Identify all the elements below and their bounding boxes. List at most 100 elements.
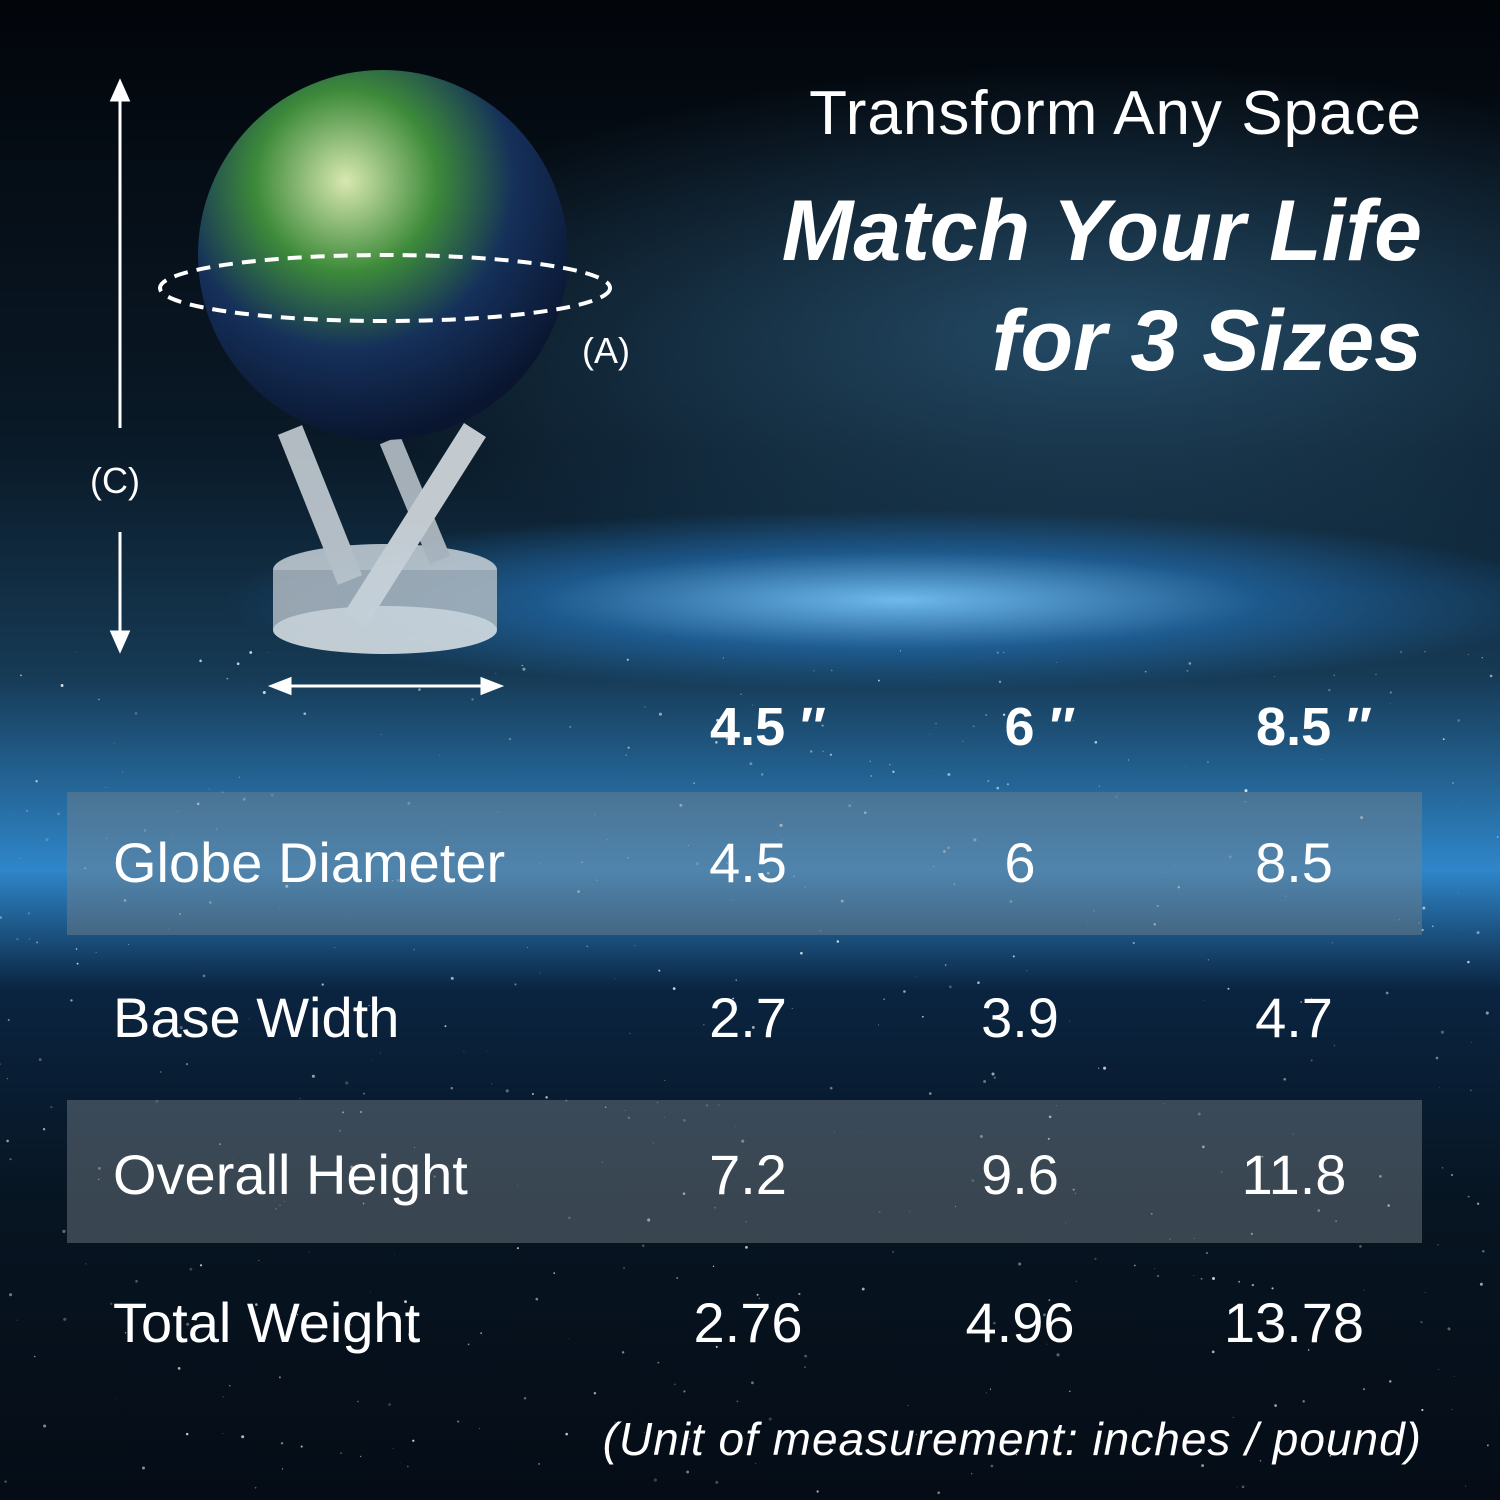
star [577, 890, 580, 893]
star [627, 746, 630, 749]
star [715, 1480, 719, 1484]
star [1421, 1408, 1424, 1412]
star [899, 650, 902, 652]
star [935, 722, 937, 725]
star [726, 862, 729, 864]
row-label: Base Width [113, 986, 400, 1049]
star [4, 1480, 7, 1483]
star [703, 1023, 705, 1026]
star [479, 1427, 481, 1429]
star [177, 1367, 181, 1370]
star [1072, 720, 1074, 722]
star [517, 1185, 519, 1187]
star [877, 679, 880, 682]
star [279, 908, 280, 909]
star [1072, 1188, 1075, 1191]
star [921, 1015, 924, 1018]
star [1437, 1244, 1439, 1246]
star [1398, 918, 1401, 921]
circumference-dashed-ring [158, 253, 612, 323]
star [658, 712, 662, 716]
star [491, 1083, 493, 1085]
star [57, 812, 60, 816]
star [1451, 1174, 1453, 1176]
star [1440, 1030, 1445, 1034]
star [679, 803, 683, 807]
star [199, 1264, 203, 1267]
star [362, 1202, 365, 1205]
star [10, 814, 12, 816]
star [280, 1442, 284, 1445]
star [457, 1420, 460, 1423]
star [350, 1324, 352, 1326]
star [1310, 997, 1312, 999]
row-band [67, 1100, 1422, 1243]
star [1177, 886, 1180, 889]
star [647, 1218, 651, 1222]
star [321, 983, 324, 986]
star [62, 1229, 66, 1233]
star [85, 1263, 87, 1265]
star [359, 1110, 363, 1114]
table-cell: 4.7 [1255, 986, 1333, 1049]
star [522, 667, 526, 671]
star [1093, 910, 1095, 912]
star [222, 1433, 224, 1434]
star [1074, 1192, 1077, 1194]
table-cell: 3.9 [981, 986, 1059, 1049]
star [1193, 1238, 1195, 1240]
star [1259, 1459, 1262, 1462]
star [813, 670, 815, 672]
star [569, 725, 572, 728]
star [1144, 670, 1147, 673]
star [444, 1025, 447, 1028]
table-cell: 9.6 [981, 1143, 1059, 1206]
star [664, 1116, 665, 1118]
star [1431, 925, 1434, 928]
star [480, 1332, 483, 1335]
star [105, 786, 107, 788]
star [596, 890, 597, 892]
star [342, 1111, 345, 1114]
star [1438, 1368, 1440, 1370]
star [567, 1216, 571, 1220]
star [1464, 1485, 1467, 1487]
star [760, 773, 764, 776]
star [1389, 1380, 1392, 1383]
star [222, 1396, 224, 1398]
star [497, 812, 499, 814]
star [763, 1000, 767, 1003]
table-cell: 2.76 [693, 1291, 803, 1354]
star [634, 945, 636, 946]
star [1481, 657, 1483, 659]
star [0, 916, 3, 919]
star [673, 1383, 676, 1386]
star [50, 1105, 53, 1109]
star [1205, 1251, 1209, 1255]
star [545, 1096, 548, 1099]
star [903, 990, 906, 993]
star [1362, 1388, 1366, 1391]
star [42, 1127, 46, 1131]
star [1471, 1042, 1472, 1044]
star [252, 681, 254, 683]
star [241, 1435, 245, 1439]
star [28, 938, 30, 940]
star [1435, 1056, 1439, 1060]
star [404, 1300, 407, 1304]
star [359, 1034, 360, 1036]
star [16, 937, 19, 941]
star [1333, 674, 1335, 676]
star [567, 1338, 569, 1340]
star [407, 801, 411, 805]
star [249, 651, 253, 654]
star [1379, 1175, 1382, 1178]
star [899, 1449, 900, 1451]
star [1468, 653, 1469, 655]
star [1169, 1238, 1171, 1240]
star [623, 1267, 625, 1269]
star [363, 1092, 366, 1095]
star [712, 1265, 715, 1267]
star [1186, 669, 1189, 672]
star [985, 714, 988, 717]
